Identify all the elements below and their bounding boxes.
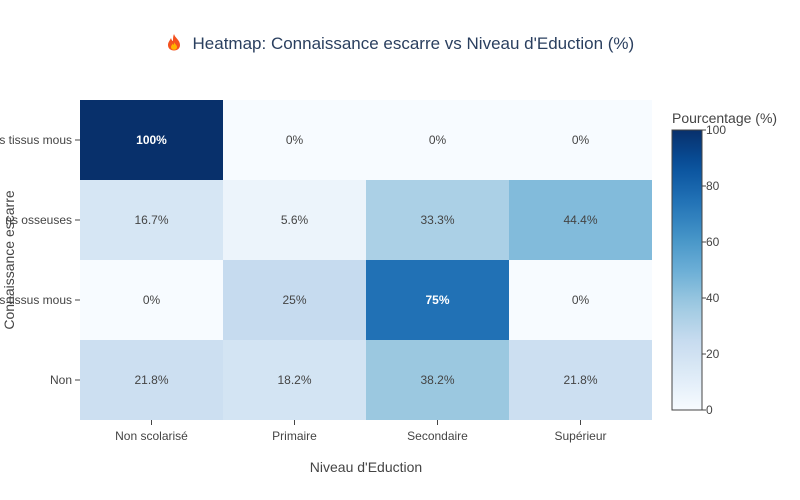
heatmap-cell [509,260,652,340]
heatmap-cell [80,260,223,340]
heatmap-cell [509,340,652,420]
colorbar-tick-label: 100 [706,123,726,137]
cell-value-label: 21.8% [134,373,168,387]
cell-value-label: 21.8% [563,373,597,387]
heatmap-cell [366,180,509,260]
heatmap-cell [366,260,509,340]
cell-value-label: 0% [286,133,304,147]
x-tick-label: Secondaire [407,429,468,443]
cell-value-label: 0% [572,133,590,147]
heatmap-cell [509,180,652,260]
cell-value-label: 25% [282,293,306,307]
cell-value-label: 38.2% [420,373,454,387]
x-tick-label: Supérieur [554,429,606,443]
colorbar [671,129,703,411]
heatmap-cell [366,340,509,420]
x-axis-title: Niveau d'Eduction [310,459,422,475]
heatmap-cell [223,260,366,340]
x-tick-label: Non scolarisé [115,429,188,443]
colorbar-tick-label: 20 [706,347,720,361]
y-axis-title: Connaissance escarre [1,190,17,330]
colorbar-tick-label: 0 [706,403,713,417]
heatmap-cell [509,100,652,180]
y-tick-label: ns osseuses [5,213,72,227]
cell-value-label: 0% [572,293,590,307]
cell-value-label: 44.4% [563,213,597,227]
heatmap-cell [80,100,223,180]
cell-value-label: 0% [429,133,447,147]
fire-icon [166,33,182,56]
cell-value-label: 16.7% [134,213,168,227]
chart-title-text: Heatmap: Connaissance escarre vs Niveau … [192,34,635,53]
cell-value-label: 5.6% [281,213,309,227]
cell-value-label: 100% [136,133,167,147]
heatmap-cell [223,180,366,260]
heatmap-cell [366,100,509,180]
heatmap-cell [223,100,366,180]
heatmap-cell [80,180,223,260]
y-tick-label: s tissus mous [0,133,72,147]
chart-title: Heatmap: Connaissance escarre vs Niveau … [0,33,800,56]
colorbar-tick-label: 80 [706,179,720,193]
colorbar-tick-label: 40 [706,291,720,305]
heatmap-cell [223,340,366,420]
heatmap-cell [80,340,223,420]
x-tick-label: Primaire [272,429,317,443]
cell-value-label: 0% [143,293,161,307]
y-tick-label: s tissus mous [0,293,72,307]
colorbar-title: Pourcentage (%) [672,110,777,126]
colorbar-tick-label: 60 [706,235,720,249]
cell-value-label: 18.2% [277,373,311,387]
y-tick-label: Non [50,373,72,387]
cell-value-label: 33.3% [420,213,454,227]
cell-value-label: 75% [425,293,449,307]
